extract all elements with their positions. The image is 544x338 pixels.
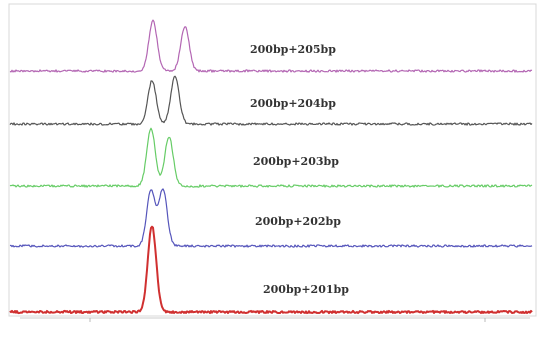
trace-label-5: 200bp+201bp: [263, 283, 349, 296]
trace-line-1: [9, 19, 533, 73]
label-group: 200bp+205bp 200bp+204bp 200bp+203bp 200bp+2…: [246, 42, 377, 298]
trace-label-3: 200bp+203bp: [253, 155, 339, 168]
trace-line-4: [9, 188, 533, 248]
trace-group: [9, 19, 533, 315]
trace-line-2: [9, 75, 533, 126]
trace-label-background-2: [246, 96, 364, 112]
trace-label-4: 200bp+202bp: [255, 215, 341, 228]
trace-line-5: [9, 225, 533, 315]
trace-line-3: [9, 127, 533, 188]
trace-label-background-3: [249, 154, 367, 170]
plot-frame: [8, 3, 537, 317]
trace-label-1: 200bp+205bp: [250, 43, 336, 56]
trace-label-background-1: [246, 42, 364, 58]
trace-label-2: 200bp+204bp: [250, 97, 336, 110]
trace-label-background-5: [259, 282, 377, 298]
trace-label-background-4: [251, 214, 369, 230]
x-axis: [20, 317, 530, 322]
